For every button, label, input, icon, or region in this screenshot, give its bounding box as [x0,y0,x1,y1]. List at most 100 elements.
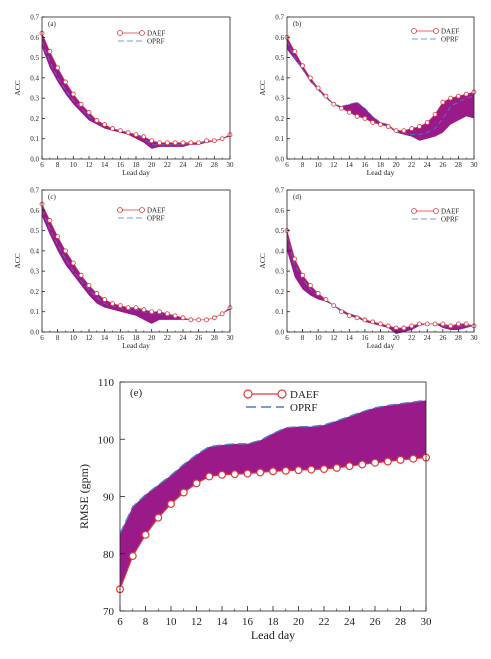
point-daef [167,499,176,508]
x-tick-label: 24 [180,161,188,169]
x-tick-label: 20 [293,616,305,628]
point-daef [432,321,438,327]
point-daef [154,513,163,522]
x-axis-label: Lead day [122,168,150,177]
x-tick-label: 16 [117,161,125,169]
point-daef [94,291,100,296]
x-tick-label: 18 [133,161,141,169]
point-daef [385,124,391,129]
point-daef [320,465,329,474]
point-daef [164,140,170,146]
x-tick-label: 6 [285,161,289,169]
point-daef [133,132,139,138]
x-tick-label: 30 [471,161,479,169]
point-daef [323,297,329,302]
x-tick-label: 12 [86,161,94,169]
x-tick-label: 10 [70,334,78,342]
x-tick-label: 16 [361,161,369,169]
point-daef [78,272,84,278]
point-daef [164,311,170,317]
x-tick-label: 22 [319,616,330,628]
y-tick-label: 100 [98,434,115,446]
legend-marker-daef [139,207,145,213]
legend-label-daef: DAEF [147,207,165,215]
point-daef [188,140,194,146]
x-tick-label: 28 [395,616,407,628]
legend-marker-daef [433,208,439,214]
point-daef [440,99,446,105]
point-daef [55,65,61,71]
x-tick-label: 6 [40,334,44,342]
point-daef [149,309,155,315]
point-daef [157,309,162,315]
point-daef [63,79,68,85]
y-tick-label: 0.3 [30,95,39,103]
point-daef [172,313,178,319]
legend-marker-daef [243,389,253,399]
point-daef [110,126,115,131]
point-daef [204,138,209,144]
x-tick-label: 30 [227,161,235,169]
point-daef [256,468,265,477]
point-daef [125,305,131,311]
series-line-oprf [286,236,474,329]
point-daef [86,109,92,115]
point-daef [180,315,186,321]
y-axis-label: ACC [258,253,267,268]
chart-panel-a: 6 8 10 12 14 16 18 20 22 24 26 28 30 0.0 0.1 0.2 0.3 0.4 0… [13,14,234,178]
point-daef [463,91,469,97]
y-tick-label: 0.1 [275,135,284,143]
point-daef [205,472,214,481]
chart-panel-d: 6 8 10 12 14 16 18 20 22 24 26 28 30 0.0 0.1 0.2 0.3 0.4 0… [258,187,478,351]
y-tick-label: 70 [103,606,115,618]
point-daef [401,128,407,134]
point-daef [358,460,367,469]
point-daef [70,91,76,97]
y-tick-label: 0.4 [30,74,39,82]
y-tick-label: 0.2 [30,288,39,296]
point-daef [102,122,108,127]
y-tick-label: 0.1 [30,135,39,143]
point-daef [211,138,217,144]
x-tick-label: 8 [301,334,305,342]
legend-marker-daef [277,389,287,399]
x-tick-label: 26 [195,334,203,342]
point-daef [47,218,53,223]
point-daef [102,297,108,302]
point-daef [315,85,321,91]
point-daef [141,530,150,539]
panel-label: (b) [293,20,302,28]
point-daef [362,317,368,323]
panel-label: (d) [293,193,302,201]
x-tick-label: 18 [133,334,141,342]
point-daef [346,313,352,319]
point-daef [417,124,422,129]
point-daef [219,311,225,317]
x-tick-label: 22 [408,161,416,169]
chart-panel-b: 6 8 10 12 14 16 18 20 22 24 26 28 30 0.0 0.1 0.2 0.3 0.4 0… [258,14,478,178]
y-axis-label: ACC [258,80,267,95]
y-tick-label: 0.7 [275,187,284,195]
x-tick-label: 26 [439,161,447,169]
point-daef [180,140,186,146]
series-line-daef [119,456,427,590]
point-daef [456,321,461,327]
x-tick-label: 28 [455,161,463,169]
point-daef [196,140,202,146]
x-axis-label: Lead day [122,341,150,350]
point-daef [448,323,454,329]
point-daef [448,95,454,101]
x-tick-label: 8 [56,334,60,342]
point-daef [315,291,321,296]
point-daef [307,282,313,288]
x-tick-label: 14 [101,334,109,342]
chart-panel-c: 6 8 10 12 14 16 18 20 22 24 26 28 30 0.0 0.1 0.2 0.3 0.4 0… [13,187,234,351]
x-tick-label: 6 [285,334,289,342]
y-tick-label: 0.7 [30,187,39,195]
point-daef [86,282,92,288]
panel-label: (c) [48,193,56,201]
y-tick-label: 0.4 [30,247,39,255]
y-tick-label: 0.2 [30,115,39,123]
point-daef [332,463,341,472]
